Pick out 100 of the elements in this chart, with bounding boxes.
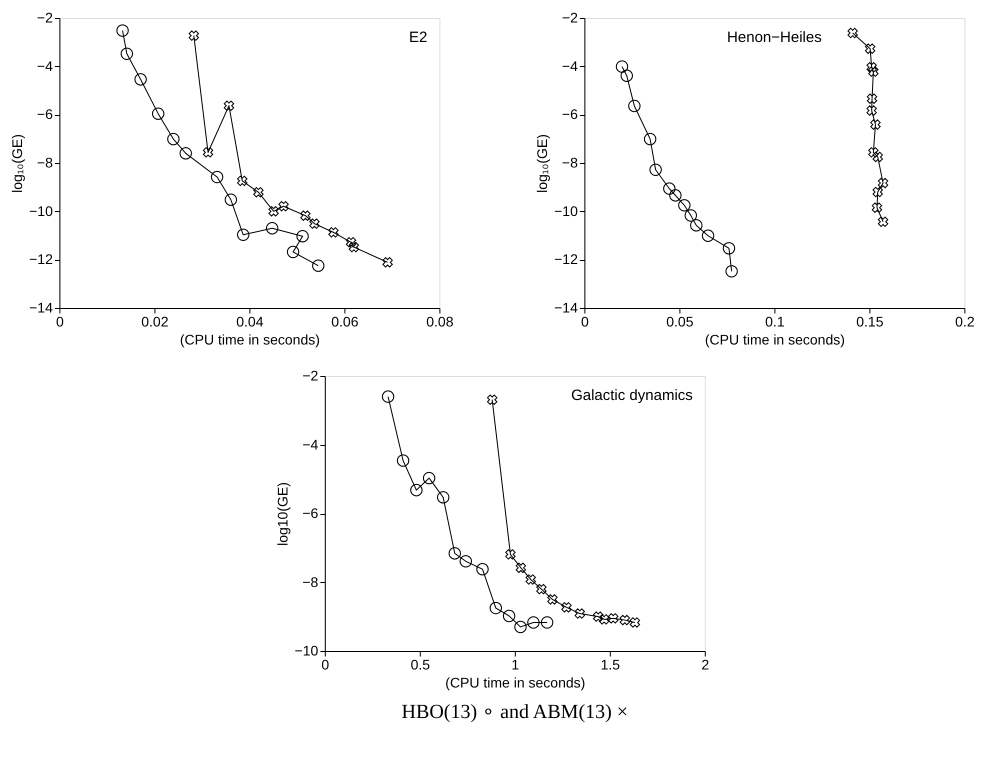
point xyxy=(608,613,618,624)
point xyxy=(847,28,858,38)
x-tick-label: 0.15 xyxy=(856,314,884,330)
point xyxy=(448,547,461,560)
point xyxy=(346,237,356,248)
x-tick-label: 0 xyxy=(321,656,330,672)
point xyxy=(490,602,502,614)
point xyxy=(878,178,888,188)
y-tick-label: −10 xyxy=(554,202,578,219)
y-tick-label: −4 xyxy=(562,58,578,74)
point xyxy=(348,242,360,252)
point xyxy=(872,152,883,162)
point xyxy=(649,164,662,176)
point xyxy=(266,222,278,234)
point xyxy=(574,608,585,619)
x-tick-label: 0.06 xyxy=(331,314,359,330)
point xyxy=(593,611,604,622)
y-tick-label: −6 xyxy=(302,505,319,521)
point xyxy=(866,94,878,104)
point xyxy=(628,100,641,112)
point xyxy=(268,206,279,217)
x-tick-label: 0.5 xyxy=(410,656,430,672)
point xyxy=(300,210,311,221)
x-tick-label: 0 xyxy=(56,314,64,330)
y-tick-label: −10 xyxy=(294,642,319,658)
y-tick-label: −8 xyxy=(36,154,54,170)
point xyxy=(253,187,264,198)
y-tick-label: −8 xyxy=(562,154,578,170)
point xyxy=(725,265,738,278)
point xyxy=(872,186,883,198)
point xyxy=(120,48,134,60)
point xyxy=(516,562,526,574)
point xyxy=(237,228,250,241)
x-axis-title: (CPU time in seconds) xyxy=(445,674,586,690)
point xyxy=(536,584,547,594)
point xyxy=(502,610,516,622)
x-tick-label: 1 xyxy=(511,656,520,672)
x-tick-label: 0.04 xyxy=(236,314,264,330)
point xyxy=(286,246,300,258)
point xyxy=(167,132,180,146)
point xyxy=(134,73,147,86)
x-tick-label: 0.05 xyxy=(666,314,694,330)
point xyxy=(620,70,633,82)
point xyxy=(202,147,214,158)
point xyxy=(309,218,320,229)
point xyxy=(382,257,393,268)
x-axis-title: (CPU time in seconds) xyxy=(180,332,320,348)
point xyxy=(616,60,628,73)
y-tick-label: −2 xyxy=(562,10,578,26)
y-tick-label: −4 xyxy=(302,436,319,452)
point xyxy=(663,182,676,195)
x-tick-label: 0.08 xyxy=(426,314,454,330)
x-tick-label: 2 xyxy=(701,656,710,672)
point xyxy=(237,176,248,186)
point xyxy=(278,201,289,212)
point xyxy=(396,454,410,467)
point xyxy=(224,194,238,206)
point xyxy=(188,30,200,41)
point xyxy=(561,602,572,613)
text: HBO(13) ∘ and ABM(13) × xyxy=(402,701,628,723)
point xyxy=(476,563,489,576)
point xyxy=(878,216,888,227)
point xyxy=(864,43,876,54)
annotation: Galactic dynamics xyxy=(571,387,693,404)
point xyxy=(866,105,877,116)
point xyxy=(644,132,656,146)
point xyxy=(152,108,164,120)
point xyxy=(690,219,702,232)
y-tick-label: −2 xyxy=(36,10,54,26)
point xyxy=(410,484,423,496)
y-tick-label: −6 xyxy=(562,106,578,122)
point xyxy=(620,614,630,626)
point xyxy=(870,119,881,130)
point xyxy=(526,574,536,585)
point xyxy=(866,62,877,72)
point xyxy=(422,472,436,484)
x-tick-label: 0.2 xyxy=(955,314,975,330)
point xyxy=(540,616,554,629)
point xyxy=(868,66,879,77)
x-axis-title: (CPU time in seconds) xyxy=(704,332,845,348)
point xyxy=(678,199,691,212)
point xyxy=(722,242,736,254)
point xyxy=(505,549,516,560)
point xyxy=(210,170,224,184)
y-tick-label: −6 xyxy=(36,106,54,122)
point xyxy=(630,617,640,628)
point xyxy=(224,100,234,111)
y-tick-label: −12 xyxy=(554,251,578,268)
x-tick-label: 0 xyxy=(580,314,589,330)
y-tick-label: −14 xyxy=(29,300,54,316)
y-tick-label: −14 xyxy=(554,300,578,316)
point xyxy=(436,491,450,504)
y-tick-label: −4 xyxy=(36,58,54,74)
point xyxy=(872,202,882,213)
point xyxy=(669,189,682,202)
y-axis-title: log₁₀(GE) xyxy=(534,134,550,193)
point xyxy=(598,614,610,625)
point xyxy=(527,616,540,629)
x-tick-label: 1.5 xyxy=(600,656,620,672)
y-tick-label: −2 xyxy=(302,368,319,384)
